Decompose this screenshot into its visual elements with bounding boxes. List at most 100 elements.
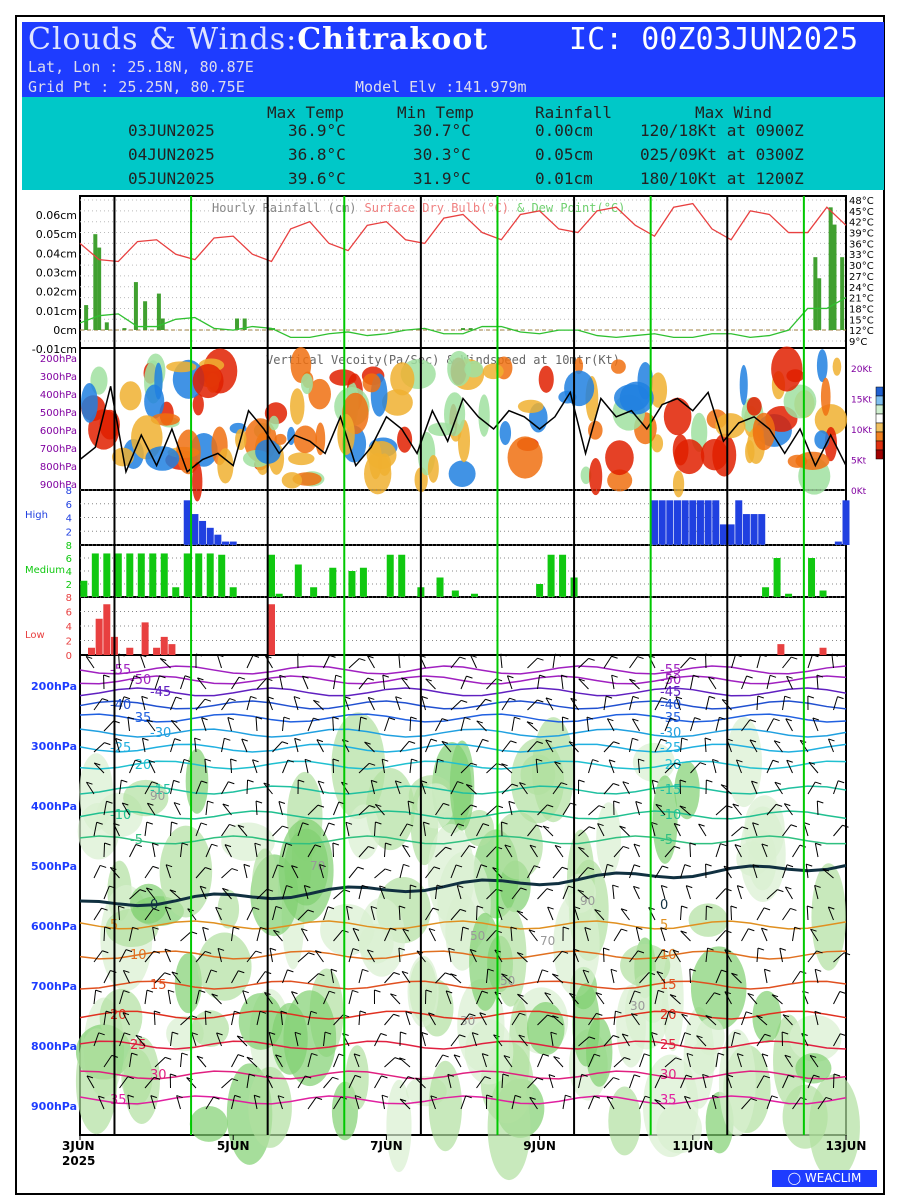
wind-barb-flag bbox=[171, 719, 178, 723]
row-rain: 0.05cm bbox=[535, 145, 593, 164]
isotherm-label: 30 bbox=[150, 1068, 167, 1083]
x-tick-label: 11JUN bbox=[672, 1139, 713, 1153]
wind-barb-flag bbox=[668, 1011, 675, 1015]
wind-barb bbox=[129, 844, 137, 858]
wind-barb bbox=[354, 1095, 360, 1110]
wind-barb bbox=[122, 1012, 130, 1026]
wind-barb bbox=[103, 1055, 113, 1068]
wind-barb bbox=[831, 654, 834, 669]
wind-barb bbox=[231, 1011, 235, 1026]
wind-barb bbox=[409, 716, 412, 732]
wind-barb-flag bbox=[686, 885, 693, 889]
wind-barb bbox=[761, 927, 768, 942]
wind-barb-flag bbox=[514, 1094, 522, 1098]
wind-barb-flag bbox=[291, 991, 298, 995]
rain-bar bbox=[828, 207, 833, 330]
wind-barb-flag bbox=[241, 738, 248, 742]
y-tick-label: 2 bbox=[66, 580, 72, 591]
wind-barb-flag bbox=[153, 1076, 161, 1080]
wind-barb-flag bbox=[470, 762, 478, 766]
wind-barb-flag bbox=[684, 1095, 691, 1099]
wind-barb-flag bbox=[382, 674, 389, 678]
wind-barb-flag bbox=[230, 758, 237, 762]
wind-barb-flag bbox=[654, 1099, 661, 1103]
wind-barb bbox=[603, 741, 614, 753]
wind-barb-flag bbox=[135, 759, 142, 763]
medium-cloud-bar bbox=[275, 593, 283, 597]
wind-barb-flag bbox=[485, 698, 492, 702]
wind-barb bbox=[195, 780, 202, 795]
wind-barb bbox=[771, 994, 783, 1005]
wind-barb-flag bbox=[790, 824, 798, 828]
wind-barb bbox=[715, 717, 720, 732]
wind-barb bbox=[562, 885, 569, 900]
wind-barb-flag bbox=[222, 887, 229, 891]
wind-barb-flag bbox=[544, 992, 551, 996]
wind-barb-flag bbox=[381, 1094, 389, 1098]
wind-barb bbox=[613, 1011, 616, 1026]
wind-barb-flag bbox=[135, 844, 142, 847]
wind-barb-flag bbox=[352, 989, 359, 993]
wind-barb-flag bbox=[330, 968, 338, 972]
velocity-blob bbox=[574, 357, 584, 375]
wind-barb bbox=[297, 1075, 306, 1089]
wind-barb bbox=[215, 907, 222, 921]
high-cloud-label: High bbox=[25, 510, 48, 521]
wind-barb-flag bbox=[620, 908, 628, 912]
wind-barb bbox=[231, 1054, 239, 1068]
wind-barb-flag bbox=[297, 653, 304, 657]
colorbar-swatch bbox=[875, 422, 884, 433]
wind-barb-flag bbox=[632, 737, 639, 741]
wind-barb bbox=[639, 972, 650, 984]
wind-barb bbox=[167, 990, 171, 1005]
wind-barb-flag bbox=[749, 739, 757, 743]
wind-barb-flag bbox=[390, 927, 397, 931]
wind-barb bbox=[425, 678, 436, 690]
wind-barb-flag bbox=[234, 1010, 241, 1014]
wind-barb bbox=[814, 885, 819, 900]
right-tick-label: 48°C bbox=[849, 196, 874, 207]
wind-barb bbox=[822, 868, 834, 879]
wind-barb-flag bbox=[605, 695, 613, 699]
wind-barb bbox=[578, 826, 590, 837]
humidity-blob bbox=[191, 1010, 230, 1047]
right-tick-label: 45°C bbox=[849, 207, 874, 218]
row-date: 04JUN2025 bbox=[128, 145, 215, 164]
wind-barb bbox=[358, 762, 370, 774]
wind-barb bbox=[170, 720, 181, 732]
wind-barb bbox=[501, 697, 510, 711]
wind-barb-flag bbox=[171, 971, 179, 975]
wind-barb-flag bbox=[752, 822, 759, 826]
latlon-text: Lat, Lon : 25.18N, 80.87E bbox=[28, 58, 254, 76]
wind-barb-flag bbox=[760, 654, 767, 657]
wind-barb bbox=[430, 1095, 436, 1110]
wind-barb bbox=[715, 1053, 719, 1068]
wind-barb-flag bbox=[588, 657, 595, 661]
isotherm-line bbox=[79, 864, 847, 908]
medium-cloud-bar bbox=[183, 553, 191, 597]
wind-barb bbox=[751, 780, 758, 795]
wind-barb-flag bbox=[660, 927, 667, 931]
wind-barb-flag bbox=[388, 717, 396, 721]
wind-barb bbox=[685, 885, 691, 900]
wind-barb-flag bbox=[354, 1095, 362, 1099]
wind-barb bbox=[144, 781, 153, 795]
wind-barb-flag bbox=[537, 699, 544, 703]
high-cloud-bar bbox=[651, 500, 658, 545]
wind-barb bbox=[246, 950, 257, 963]
wind-barb-flag bbox=[375, 821, 382, 825]
wind-barb bbox=[805, 864, 809, 879]
wind-barb-flag bbox=[624, 1057, 631, 1061]
wind-barb-flag bbox=[552, 1015, 559, 1019]
wind-barb bbox=[221, 868, 233, 879]
medium-cloud-bar bbox=[310, 587, 318, 597]
wind-barb-flag bbox=[840, 1033, 847, 1037]
colorbar-swatch bbox=[875, 440, 884, 451]
high-cloud-bar bbox=[658, 500, 666, 545]
wind-barb-flag bbox=[828, 738, 835, 742]
wind-barb bbox=[374, 868, 386, 879]
wind-barb-flag bbox=[689, 657, 697, 661]
wind-barb-flag bbox=[812, 717, 820, 721]
isotherm-label: -35 bbox=[130, 711, 151, 726]
wind-barb-flag bbox=[593, 1095, 601, 1099]
